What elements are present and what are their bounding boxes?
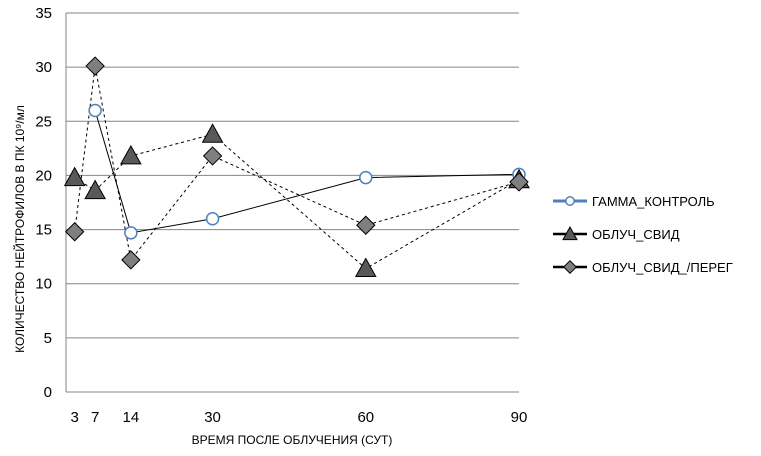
legend: ГАММА_КОНТРОЛЬ ОБЛУЧ_СВИД ОБЛУЧ_СВИД_/ПЕРЕ… bbox=[553, 194, 733, 275]
y-tick-label: 0 bbox=[44, 384, 52, 401]
y-tick-label: 35 bbox=[35, 5, 52, 22]
data-point-circle bbox=[360, 172, 372, 184]
series-line bbox=[75, 134, 519, 268]
x-axis-title: ВРЕМЯ ПОСЛЕ ОБЛУЧЕНИЯ (СУТ) bbox=[192, 433, 393, 447]
y-axis-tick-labels: 0 5 10 15 20 25 30 35 bbox=[35, 5, 52, 401]
legend-label: ОБЛУЧ_СВИД bbox=[592, 227, 680, 242]
legend-label: ГАММА_КОНТРОЛЬ bbox=[592, 194, 715, 209]
legend-marker-circle bbox=[566, 197, 574, 205]
series-markers bbox=[65, 57, 529, 276]
data-point-diamond bbox=[66, 223, 84, 241]
y-tick-label: 15 bbox=[35, 222, 52, 239]
data-point-circle bbox=[89, 104, 101, 116]
x-tick-label: 90 bbox=[511, 409, 528, 426]
y-tick-label: 30 bbox=[35, 59, 52, 76]
legend-entry: ОБЛУЧ_СВИД bbox=[553, 227, 680, 242]
x-tick-label: 7 bbox=[91, 409, 99, 426]
y-tick-label: 10 bbox=[35, 276, 52, 293]
data-point-circle bbox=[207, 213, 219, 225]
data-point-triangle bbox=[121, 146, 141, 164]
legend-entry: ОБЛУЧ_СВИД_/ПЕРЕГ bbox=[553, 260, 733, 275]
data-point-triangle bbox=[203, 124, 223, 142]
x-tick-label: 30 bbox=[204, 409, 221, 426]
data-point-diamond bbox=[86, 57, 104, 75]
data-point-diamond bbox=[122, 251, 140, 269]
data-point-triangle bbox=[356, 259, 376, 277]
y-tick-label: 20 bbox=[35, 167, 52, 184]
series-lines bbox=[75, 66, 519, 268]
data-point-diamond bbox=[357, 216, 375, 234]
data-point-triangle bbox=[85, 181, 105, 199]
x-axis-tick-labels: 3 7 14 30 60 90 bbox=[71, 409, 528, 426]
series-line bbox=[95, 110, 519, 232]
y-tick-label: 25 bbox=[35, 113, 52, 130]
x-tick-label: 60 bbox=[357, 409, 374, 426]
x-tick-label: 3 bbox=[71, 409, 79, 426]
y-tick-label: 5 bbox=[44, 330, 52, 347]
data-point-circle bbox=[125, 227, 137, 239]
y-axis-title: КОЛИЧЕСТВО НЕЙТРОФИЛОВ В ПК 10⁹/мл bbox=[12, 105, 27, 353]
legend-entry: ГАММА_КОНТРОЛЬ bbox=[553, 194, 715, 209]
legend-label: ОБЛУЧ_СВИД_/ПЕРЕГ bbox=[592, 260, 733, 275]
legend-marker-diamond bbox=[564, 261, 577, 274]
x-tick-label: 14 bbox=[123, 409, 140, 426]
data-point-diamond bbox=[204, 147, 222, 165]
